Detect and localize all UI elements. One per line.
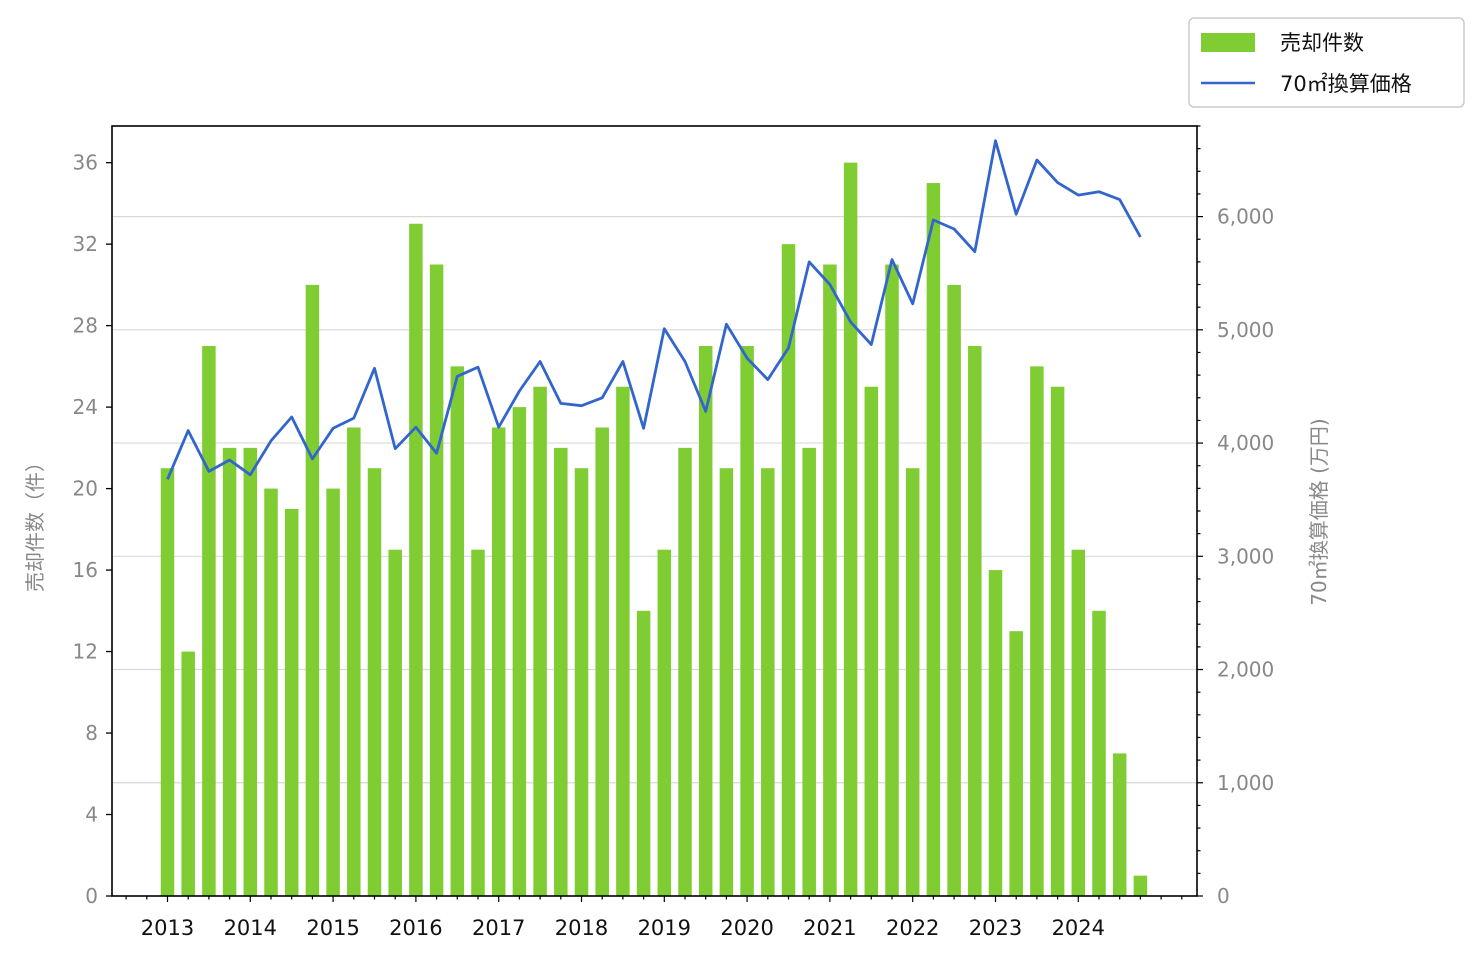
left-tick-label: 24 [73,395,98,419]
bar [1133,875,1148,896]
bar [885,264,899,896]
legend-bar-label: 売却件数 [1280,31,1364,55]
left-axis-label: 売却件数（件） [23,452,47,592]
bar [657,549,672,896]
bar [388,549,402,896]
right-tick-label: 2,000 [1217,658,1274,682]
x-tick-label: 2023 [969,916,1022,940]
legend: 売却件数 70㎡換算価格 [1188,17,1465,108]
bar [471,549,485,896]
bar [367,468,382,896]
bar [305,284,320,896]
line-series [166,139,1142,480]
legend-line-label: 70㎡換算価格 [1280,72,1412,96]
left-tick-label: 0 [85,884,98,908]
bar [429,264,444,896]
bar [243,447,258,896]
bar [533,386,547,896]
left-tick-label: 32 [73,232,98,256]
left-tick-label: 36 [73,151,98,175]
bar [823,264,837,896]
bar [988,570,1003,896]
x-tick-label: 2021 [803,916,856,940]
x-tick-label: 2015 [306,916,359,940]
bar [761,468,775,896]
bar [1092,610,1106,896]
bar [719,468,734,896]
bar [554,447,568,896]
bar [181,651,195,896]
bar [491,427,506,896]
right-tick-label: 1,000 [1217,771,1274,795]
bar [616,386,630,896]
bar [1112,753,1127,896]
bar [202,346,216,896]
x-tick-label: 2016 [389,916,442,940]
bar [740,346,754,896]
bar-series [160,162,1148,897]
x-tick-label: 2018 [555,916,608,940]
axes: 0481216202428323601,0002,0003,0004,0005,… [73,125,1274,940]
x-tick-label: 2013 [141,916,194,940]
right-tick-label: 3,000 [1217,544,1274,568]
bar [1071,549,1086,896]
price-line [166,139,1142,480]
left-tick-label: 4 [85,803,98,827]
bar [264,488,278,896]
right-axis-label: 70㎡換算価格 (万円) [1307,418,1331,605]
x-tick-label: 2019 [638,916,691,940]
bar [926,183,941,896]
bar [222,447,237,896]
bar [574,468,589,896]
left-tick-label: 8 [85,721,98,745]
left-tick-label: 16 [73,558,98,582]
right-tick-label: 6,000 [1217,205,1274,229]
x-tick-label: 2014 [224,916,277,940]
right-tick-label: 5,000 [1217,318,1274,342]
bar [636,610,651,896]
bar [1030,366,1044,896]
bar [968,346,982,896]
right-tick-label: 4,000 [1217,431,1274,455]
x-tick-label: 2020 [720,916,773,940]
left-tick-label: 28 [73,314,98,338]
bar [1009,631,1023,896]
bar [284,508,299,896]
left-tick-label: 12 [73,640,98,664]
bar [347,427,361,896]
right-tick-label: 0 [1217,884,1230,908]
bar [512,407,527,896]
bar [698,346,713,896]
legend-box [1188,17,1465,108]
bar [326,488,340,896]
left-tick-label: 20 [73,477,98,501]
bar [1050,386,1065,896]
bar [843,162,858,896]
legend-bar-swatch [1201,33,1255,52]
bar [409,223,423,896]
bar [160,468,175,896]
bar [678,447,692,896]
x-tick-label: 2017 [472,916,525,940]
bar [450,366,465,896]
x-tick-label: 2024 [1052,916,1105,940]
bar [595,427,609,896]
bar [905,468,920,896]
bar [864,386,879,896]
bar [781,244,796,897]
bar [802,447,816,896]
bar [947,284,961,896]
x-tick-label: 2022 [886,916,939,940]
